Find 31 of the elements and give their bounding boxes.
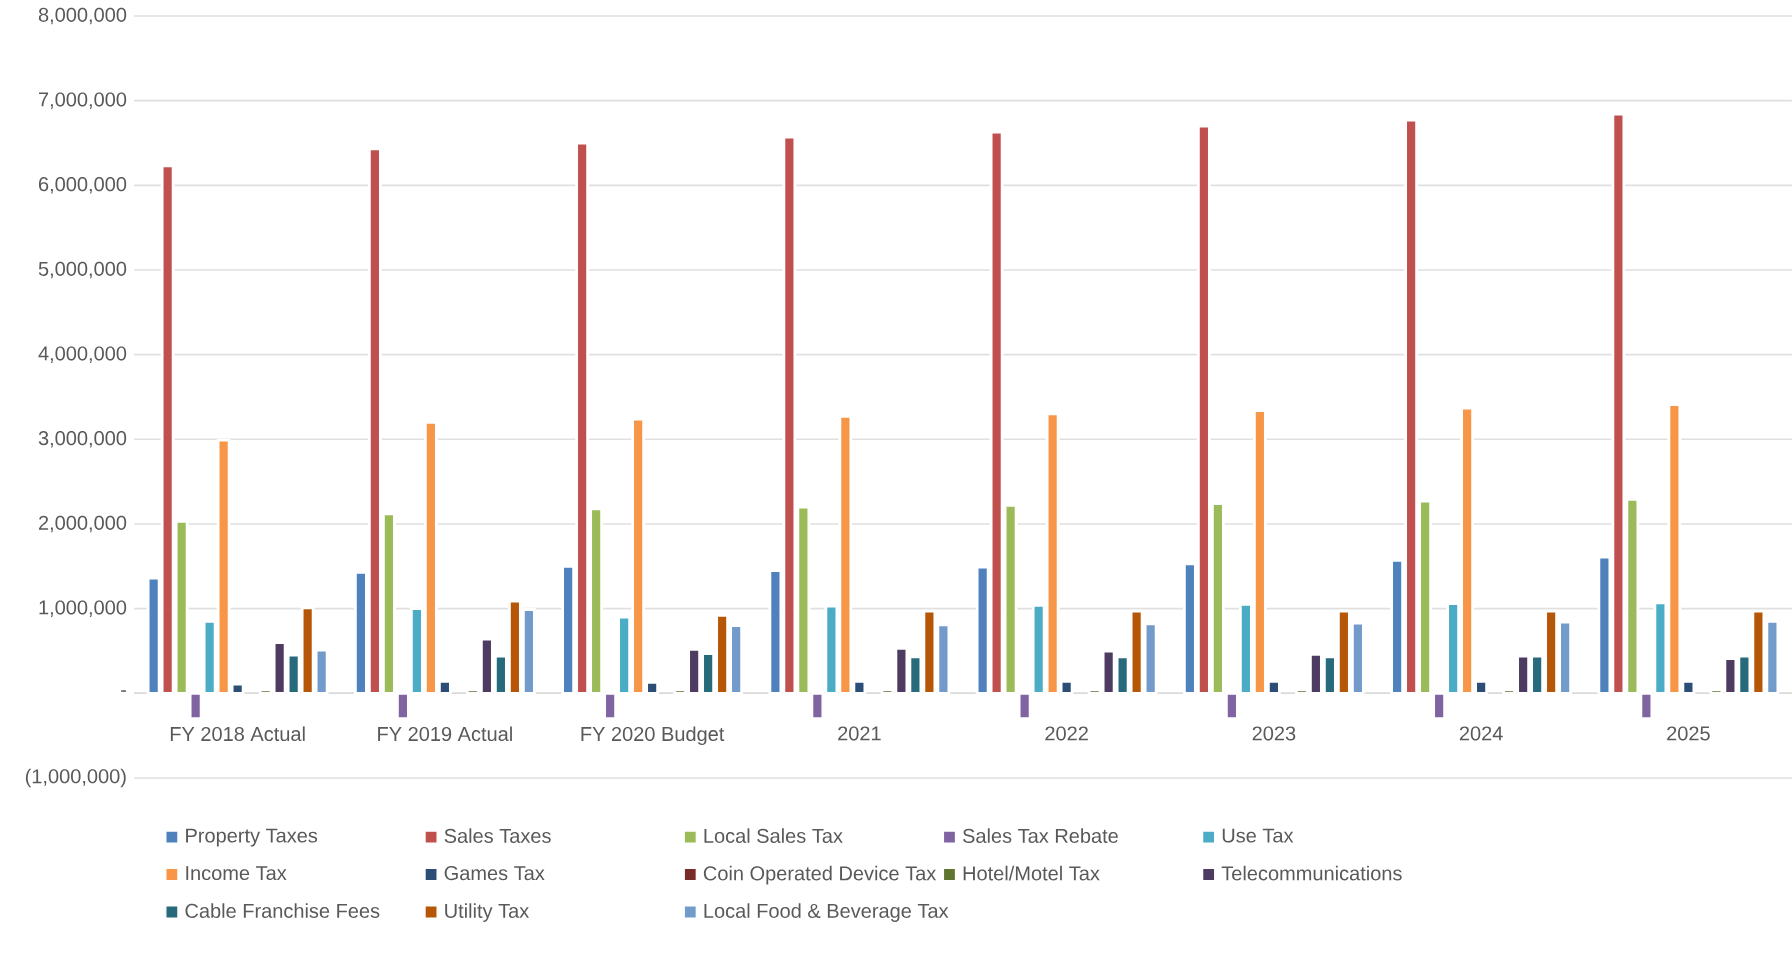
legend-label: Hotel/Motel Tax <box>963 865 1100 881</box>
x-tick-label: FY 2020 Budget <box>581 726 725 746</box>
x-tick-label: 2023 <box>1252 726 1296 741</box>
x-tick-label: FY 2018 Actual <box>170 726 305 742</box>
legend-label: Local Food & Beverage Tax <box>704 903 949 922</box>
y-tick-label: 6,000,000 <box>38 177 127 194</box>
y-tick-label: 4,000,000 <box>38 346 127 363</box>
y-tick-label: 3,000,000 <box>38 431 127 448</box>
legend-label: Sales Taxes <box>444 828 551 843</box>
y-tick-label: 1,000,000 <box>39 600 127 617</box>
legend-label: Cable Franchise Fees <box>185 903 380 918</box>
legend-label: Coin Operated Device Tax <box>703 865 937 885</box>
y-tick-label: - <box>121 690 127 692</box>
legend-label: Use Tax <box>1222 828 1294 843</box>
y-tick-label: 7,000,000 <box>39 92 127 109</box>
y-tick-label: 5,000,000 <box>38 261 127 279</box>
legend-label: Property Taxes <box>186 828 318 847</box>
legend-label: Telecommunications <box>1221 865 1402 881</box>
legend-label: Utility Tax <box>445 903 530 922</box>
legend-label: Income Tax <box>186 866 287 881</box>
y-tick-label: 2,000,000 <box>38 515 127 533</box>
y-tick-label: (1,000,000) <box>25 768 126 788</box>
legend-label: Sales Tax Rebate <box>962 828 1118 843</box>
x-tick-label: 2021 <box>838 726 881 741</box>
x-tick-label: 2022 <box>1045 726 1088 741</box>
y-tick-label: 8,000,000 <box>38 7 127 25</box>
x-tick-label: 2024 <box>1459 726 1503 741</box>
x-tick-label: 2025 <box>1667 726 1710 741</box>
legend-label: Local Sales Tax <box>704 828 843 843</box>
legend-label: Games Tax <box>444 866 545 881</box>
x-tick-label: FY 2019 Actual <box>378 726 512 742</box>
